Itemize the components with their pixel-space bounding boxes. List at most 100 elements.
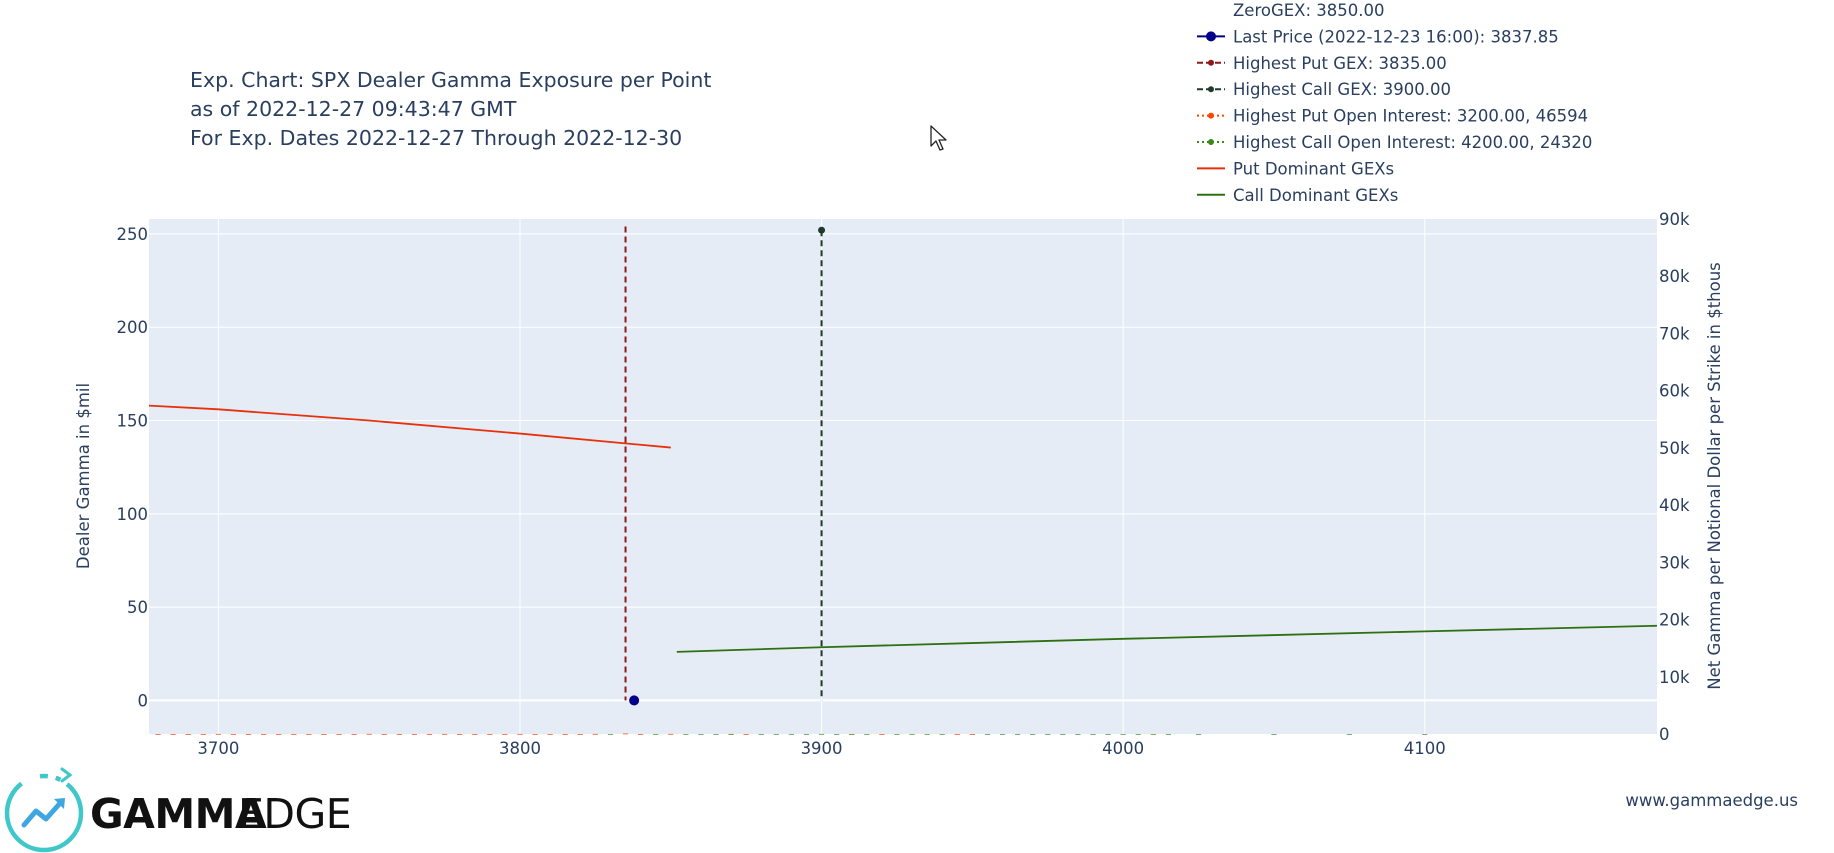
legend-label: Highest Call GEX: 3900.00 — [1233, 80, 1451, 99]
left-y-tick-label: 50 — [127, 598, 148, 617]
left-axis-title: Dealer Gamma in $mil — [74, 383, 93, 569]
legend-label: Highest Put GEX: 3835.00 — [1233, 54, 1447, 73]
put-bar — [215, 733, 221, 735]
call-bar — [864, 733, 870, 735]
call-bar — [1422, 733, 1428, 735]
right-y-tick-label: 40k — [1659, 496, 1690, 515]
put-bar — [321, 733, 327, 735]
call-bar — [909, 733, 915, 735]
call-bar — [803, 733, 810, 735]
legend-swatch-marker — [1208, 86, 1214, 93]
x-tick-label: 3800 — [499, 739, 541, 758]
price-markers — [624, 226, 826, 706]
left-y-tick-label: 250 — [117, 225, 149, 244]
title-line-3: For Exp. Dates 2022-12-27 Through 2022-1… — [190, 126, 682, 150]
put-bar — [532, 733, 538, 735]
trend-arrow-circle-icon — [4, 767, 84, 853]
legend-item[interactable]: Highest Put Open Interest: 3200.00, 4659… — [1197, 107, 1588, 126]
call-bar — [1195, 733, 1202, 735]
x-axis-ticks: 3700 3800 3900 4000 4100 — [197, 739, 1445, 758]
call-bar — [1135, 733, 1141, 735]
call-bar — [713, 733, 719, 735]
put-bar — [879, 733, 885, 735]
call-bar — [1346, 733, 1352, 735]
website-label: www.gammaedge.us — [1625, 791, 1798, 810]
put-bar — [396, 733, 402, 735]
right-y-tick-label: 10k — [1659, 668, 1690, 687]
legend-item[interactable]: Highest Put GEX: 3835.00 — [1197, 54, 1447, 73]
put-bar — [336, 733, 342, 735]
call-bar — [849, 733, 855, 735]
call-bar — [653, 733, 659, 735]
put-bar — [547, 733, 553, 735]
put-bar — [351, 733, 357, 735]
put-bar — [366, 733, 372, 735]
gammaedge-logo: GAMMA EDGE — [4, 767, 352, 853]
put-bar — [155, 733, 161, 735]
last-price-marker — [629, 695, 640, 706]
put-bar — [306, 733, 312, 735]
legend[interactable]: ZeroGEX: 3850.00 Last Price (2022-12-23 1… — [1197, 1, 1592, 205]
legend-item[interactable]: ZeroGEX: 3850.00 — [1233, 1, 1385, 20]
call-bar — [607, 733, 614, 735]
put-bar — [426, 733, 433, 735]
legend-label: Last Price (2022-12-23 16:00): 3837.85 — [1233, 27, 1559, 46]
x-tick-label: 3900 — [801, 739, 843, 758]
call-bar — [894, 733, 900, 735]
call-bar — [818, 733, 825, 735]
title-line-1: Exp. Chart: SPX Dealer Gamma Exposure pe… — [190, 68, 711, 92]
legend-item[interactable]: Put Dominant GEXs — [1197, 159, 1394, 178]
put-bar — [472, 733, 478, 735]
call-bar — [1015, 733, 1021, 735]
right-y-tick-label: 30k — [1659, 553, 1690, 572]
call-dominant-gex-line — [676, 624, 1658, 653]
put-bar — [592, 733, 598, 735]
call-bar — [1090, 733, 1096, 735]
put-bar — [457, 733, 463, 735]
call-bar — [999, 733, 1006, 735]
call-bar — [1060, 733, 1066, 735]
legend-item[interactable]: Last Price (2022-12-23 16:00): 3837.85 — [1197, 27, 1559, 46]
call-bar — [773, 733, 779, 735]
call-bar — [1030, 733, 1036, 735]
call-bar — [788, 733, 795, 735]
right-y-tick-label: 90k — [1659, 210, 1690, 229]
call-bar — [939, 733, 945, 735]
legend-item[interactable]: Highest Call GEX: 3900.00 — [1197, 80, 1451, 99]
right-axis-title: Net Gamma per Notional Dollar per Strike… — [1705, 262, 1724, 690]
call-bar — [1165, 733, 1172, 735]
right-y-tick-label: 50k — [1659, 439, 1690, 458]
put-bar — [185, 733, 191, 735]
call-bar — [698, 733, 704, 735]
legend-item[interactable]: Call Dominant GEXs — [1197, 186, 1398, 205]
put-bar — [954, 733, 960, 735]
grid-lines — [149, 219, 1657, 734]
put-bar — [276, 733, 282, 735]
legend-swatch-marker — [1208, 59, 1214, 66]
series-lines — [148, 404, 1658, 653]
legend-item[interactable]: Highest Call Open Interest: 4200.00, 243… — [1197, 133, 1592, 152]
call-bars — [607, 733, 1428, 735]
right-y-tick-label: 60k — [1659, 382, 1690, 401]
right-y-tick-label: 20k — [1659, 611, 1690, 630]
mouse-cursor-icon — [930, 125, 947, 151]
chart-title: Exp. Chart: SPX Dealer Gamma Exposure pe… — [190, 68, 711, 150]
legend-label: Put Dominant GEXs — [1233, 159, 1394, 178]
plot-area — [149, 219, 1657, 734]
put-dominant-gex-line — [148, 404, 671, 449]
call-bar — [1120, 733, 1126, 735]
x-tick-label: 4000 — [1102, 739, 1144, 758]
put-bar — [291, 733, 297, 735]
right-axis-ticks: 0 10k 20k 30k 40k 50k 60k 70k 80k 90k — [1659, 210, 1690, 744]
put-bar — [668, 733, 674, 735]
legend-swatch-marker — [1208, 139, 1214, 145]
put-bar — [261, 733, 267, 735]
legend-label: Call Dominant GEXs — [1233, 186, 1398, 205]
title-line-2: as of 2022-12-27 09:43:47 GMT — [190, 97, 517, 121]
x-tick-label: 3700 — [197, 739, 239, 758]
put-bar — [638, 733, 644, 735]
call-bar — [1045, 733, 1051, 735]
call-bar — [683, 733, 689, 735]
right-y-tick-label: 80k — [1659, 267, 1690, 286]
